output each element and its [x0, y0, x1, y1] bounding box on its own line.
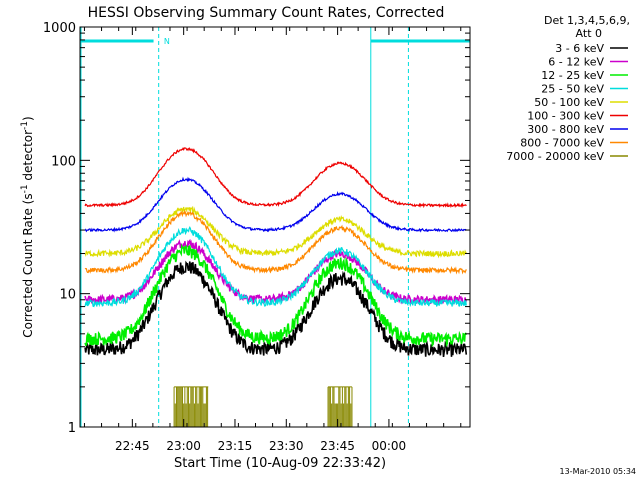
legend-label: 100 - 300 keV [527, 110, 604, 123]
legend-label: 300 - 800 keV [527, 123, 604, 136]
y-label-main: Corrected Count Rate (s [21, 193, 35, 337]
chart-title: HESSI Observing Summary Count Rates, Cor… [88, 5, 445, 21]
x-axis: 22:45 23:00 23:15 23:30 23:45 00:00 [83, 27, 462, 453]
legend-header-1: Det 1,3,4,5,6,9, [544, 14, 630, 27]
legend-label: 25 - 50 keV [541, 83, 604, 96]
legend-header-2: Att 0 [576, 27, 602, 40]
y-label-sup2: -1 [20, 121, 30, 130]
series-line-100-300kev [84, 147, 467, 209]
plot-area: N [80, 27, 470, 427]
y-tick-label: 1000 [43, 21, 76, 36]
x-tick-label: 23:15 [218, 439, 253, 453]
y-axis: 1 10 100 1000 [43, 21, 470, 436]
y-axis-label: Corrected Count Rate (s-1 detector-1) [20, 116, 35, 337]
legend-label: 7000 - 20000 keV [506, 150, 604, 163]
x-tick-label: 22:45 [115, 439, 150, 453]
legend-label: 6 - 12 keV [548, 56, 604, 69]
series-line-3-6kev [84, 260, 468, 358]
flag-label: N [164, 37, 170, 46]
x-axis-label: Start Time (10-Aug-09 22:33:42) [174, 456, 386, 471]
series-line-7000-20000-kev [173, 386, 353, 427]
y-tick-label: 100 [51, 154, 76, 169]
series-line-300-800kev [84, 176, 467, 233]
series-line-800-7000kev [84, 209, 467, 275]
x-tick-label: 00:00 [372, 439, 407, 453]
plot-frame [79, 26, 471, 428]
timestamp: 13-Mar-2010 05:34 [560, 467, 637, 476]
y-label-end: ) [21, 116, 35, 121]
y-label-sup1: -1 [20, 184, 30, 193]
x-tick-label: 23:45 [320, 439, 355, 453]
legend-label: 800 - 7000 keV [520, 137, 604, 150]
series-line-12-25kev [84, 243, 468, 348]
series-line-6-12kev [84, 238, 468, 305]
series-line-25-50kev [84, 226, 467, 308]
y-tick-label: 1 [68, 421, 76, 436]
legend-label: 50 - 100 keV [534, 96, 604, 109]
x-tick-label: 23:00 [166, 439, 201, 453]
legend-label: 3 - 6 keV [555, 42, 604, 55]
y-tick-label: 10 [59, 288, 76, 303]
x-tick-label: 23:30 [269, 439, 304, 453]
y-label-mid: detector [21, 130, 35, 185]
legend-label: 12 - 25 keV [541, 69, 604, 82]
series-line-50-100kev [84, 205, 467, 259]
